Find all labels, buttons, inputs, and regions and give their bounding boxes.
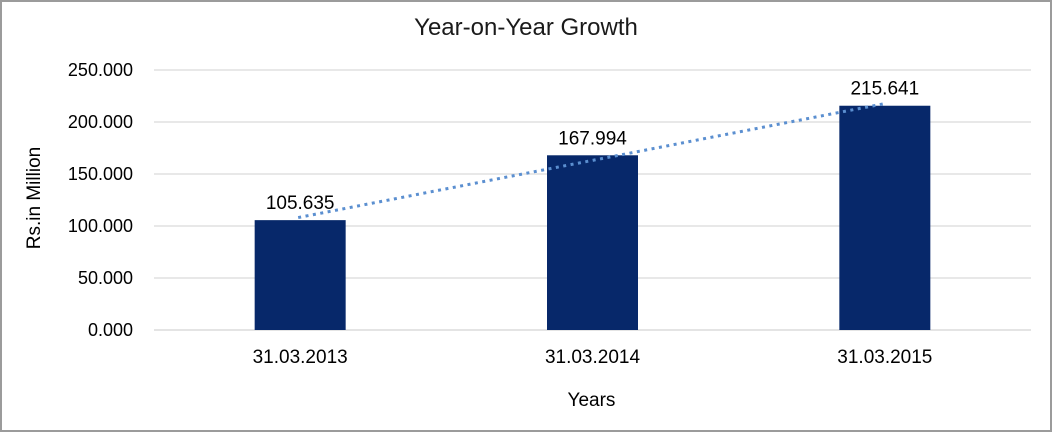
y-tick-label: 0.000 — [88, 320, 133, 340]
trendline — [297, 101, 888, 220]
x-axis-title: Years — [567, 390, 616, 411]
y-tick-label: 50.000 — [78, 268, 133, 288]
chart-title: Year-on-Year Growth — [414, 14, 638, 41]
y-tick-label: 150.000 — [68, 164, 133, 184]
y-tick-label: 100.000 — [68, 216, 133, 236]
bar — [254, 220, 346, 330]
bar-data-label: 105.635 — [266, 193, 335, 214]
bar — [547, 155, 638, 330]
x-category-label: 31.03.2014 — [545, 347, 641, 368]
bar-data-label: 167.994 — [558, 128, 627, 149]
bar — [839, 105, 931, 330]
x-category-label: 31.03.2015 — [837, 347, 932, 368]
x-category-label: 31.03.2013 — [253, 347, 348, 368]
y-tick-label: 200.000 — [68, 112, 133, 132]
y-tick-label: 250.000 — [68, 60, 133, 80]
bar-data-label: 215.641 — [850, 79, 919, 100]
